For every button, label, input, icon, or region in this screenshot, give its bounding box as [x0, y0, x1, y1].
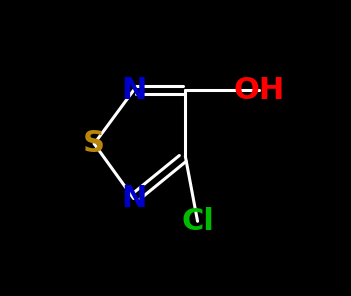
Text: N: N	[121, 76, 146, 105]
Text: OH: OH	[233, 76, 284, 105]
Text: S: S	[83, 129, 105, 158]
Text: Cl: Cl	[181, 207, 214, 236]
Text: N: N	[121, 184, 146, 213]
